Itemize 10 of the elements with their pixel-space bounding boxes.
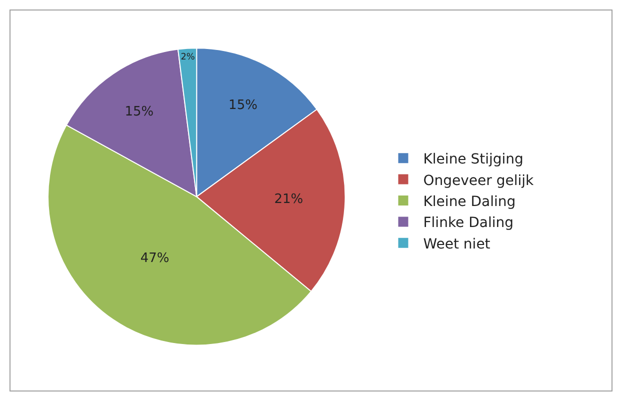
data-label: 15% <box>124 104 154 120</box>
legend-label: Kleine Stijging <box>423 152 524 168</box>
data-label: 15% <box>228 98 258 114</box>
data-label: 2% <box>180 52 195 63</box>
legend-label: Ongeveer gelijk <box>423 172 535 189</box>
data-label: 47% <box>140 250 170 266</box>
legend-label: Flinke Daling <box>423 215 514 232</box>
data-label: 21% <box>274 192 304 208</box>
legend-label: Weet niet <box>423 236 491 252</box>
legend-label: Kleine Daling <box>423 194 516 210</box>
